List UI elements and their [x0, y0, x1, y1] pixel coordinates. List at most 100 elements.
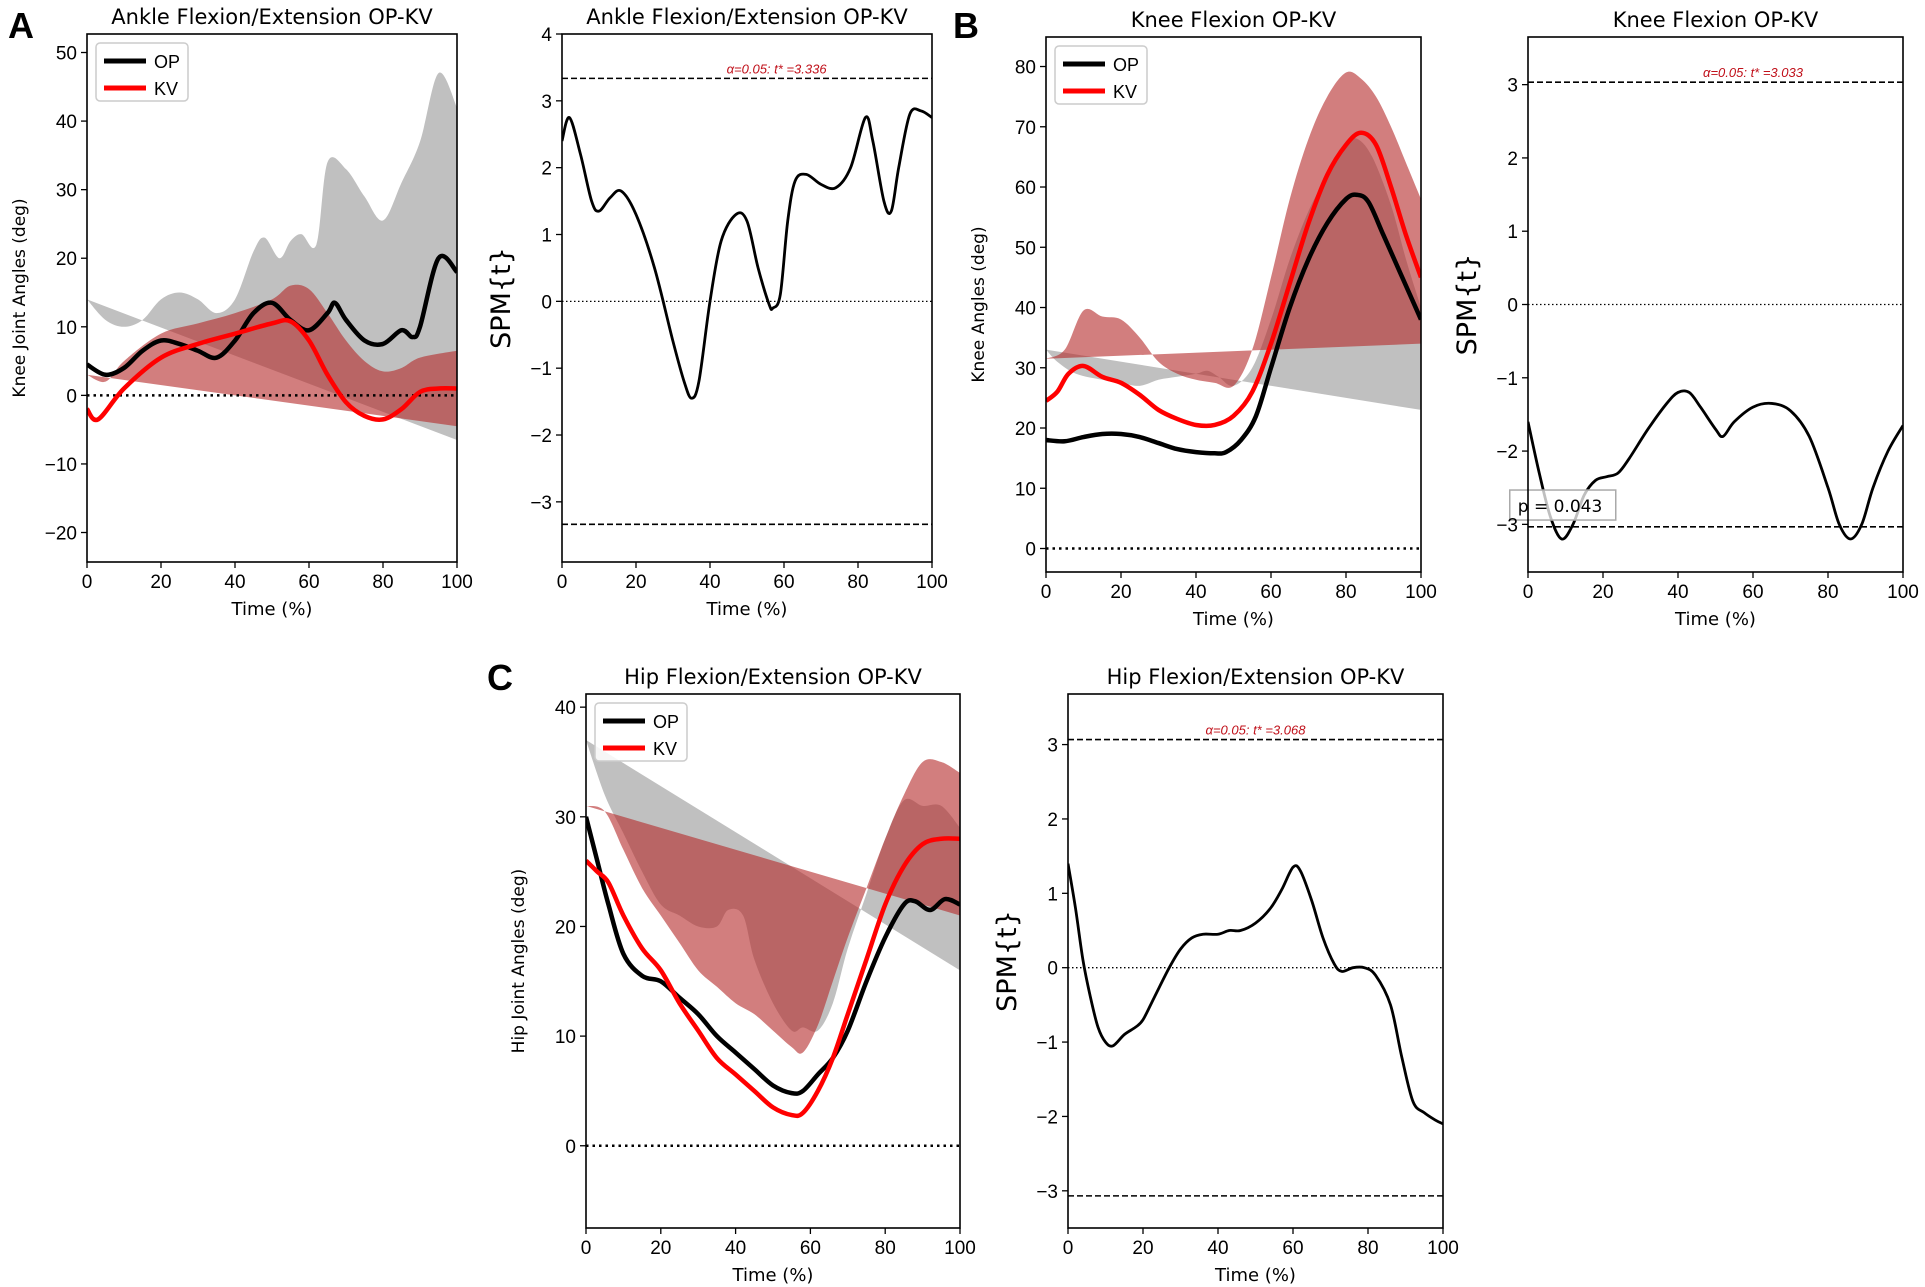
x-tick-label: 40 — [1185, 582, 1206, 603]
y-tick-label: 40 — [1015, 299, 1036, 320]
chart-title: Knee Flexion OP-KV — [1131, 8, 1337, 32]
legend-label-kv: KV — [154, 79, 178, 99]
plot-area — [1528, 81, 1903, 541]
x-tick-label: 0 — [1041, 582, 1052, 603]
y-tick-label: 40 — [56, 112, 77, 133]
chart-B-angles: 0 20 40 60 80 100 0 10 20 30 40 50 60 70 80 Knee Flexio… — [969, 8, 1437, 630]
y-tick-label: −3 — [1036, 1182, 1058, 1203]
panel-letter-c: C — [487, 657, 513, 698]
axes-frame — [1067, 693, 1444, 1229]
chart-title: Ankle Flexion/Extension OP-KV — [586, 5, 908, 29]
y-tick-label: 0 — [565, 1137, 576, 1158]
y-tick-label: 0 — [1507, 296, 1518, 317]
y-tick-label: 60 — [1015, 178, 1036, 199]
plot-area — [1068, 738, 1443, 1197]
y-tick-label: 0 — [66, 386, 77, 407]
x-axis-label: Time (%) — [231, 599, 313, 620]
y-axis-label: Knee Joint Angles (deg) — [10, 198, 30, 397]
plot-area — [87, 72, 457, 440]
band-kv — [586, 759, 960, 1054]
band-kv — [1046, 71, 1421, 388]
y-tick-label: 1 — [541, 226, 552, 247]
y-tick-label: 20 — [56, 249, 77, 270]
legend-label-op: OP — [154, 52, 180, 72]
legend-label-op: OP — [1113, 55, 1139, 75]
x-axis-label: Time (%) — [1214, 1265, 1296, 1286]
legend: OP KV — [1054, 45, 1148, 105]
y-tick-label: 1 — [1507, 222, 1518, 243]
threshold-label: α=0.05: t* =3.033 — [1703, 65, 1804, 80]
legend: OP KV — [95, 42, 189, 102]
y-tick-label: 10 — [555, 1027, 576, 1048]
y-tick-label: 1 — [1047, 884, 1058, 905]
legend-label-kv: KV — [1113, 82, 1137, 102]
x-tick-label: 60 — [298, 572, 319, 593]
axes-frame — [585, 693, 961, 1229]
y-tick-label: 3 — [1047, 736, 1058, 757]
series-spmt-line — [1068, 863, 1443, 1126]
chart-A-spm: α=0.05: t* =3.336 0 20 40 60 80 100 −3 −2 −1 0 1 2 3 4… — [486, 5, 948, 620]
x-tick-label: 20 — [1592, 582, 1613, 603]
x-tick-label: 40 — [224, 572, 245, 593]
chart-title: Ankle Flexion/Extension OP-KV — [111, 5, 433, 29]
y-tick-label: 30 — [555, 808, 576, 829]
y-tick-label: 2 — [1047, 810, 1058, 831]
x-tick-label: 60 — [773, 572, 794, 593]
p-value-label: p = 0.043 — [1518, 497, 1603, 517]
y-tick-label: 0 — [1025, 540, 1036, 561]
y-tick-label: −1 — [530, 359, 552, 380]
x-axis-label: Time (%) — [732, 1265, 814, 1286]
x-tick-label: 0 — [1063, 1238, 1074, 1259]
plot-area — [1046, 71, 1421, 550]
plot-area — [562, 77, 932, 526]
series-kv-line — [87, 317, 457, 423]
y-tick-label: 3 — [1507, 76, 1518, 97]
x-tick-label: 0 — [581, 1238, 592, 1259]
legend-label-op: OP — [653, 712, 679, 732]
y-axis-label: Hip Joint Angles (deg) — [509, 869, 529, 1054]
x-tick-label: 0 — [82, 572, 93, 593]
panel-letter-b: B — [953, 5, 979, 46]
x-tick-label: 0 — [1523, 582, 1534, 603]
y-tick-label: −2 — [1036, 1107, 1058, 1128]
x-axis-label: Time (%) — [706, 599, 788, 620]
x-tick-label: 80 — [1357, 1238, 1378, 1259]
y-tick-label: 3 — [541, 92, 552, 113]
x-tick-label: 80 — [1817, 582, 1838, 603]
x-tick-label: 60 — [800, 1238, 821, 1259]
y-tick-label: 50 — [1015, 238, 1036, 259]
x-tick-label: 20 — [1110, 582, 1131, 603]
x-tick-label: 20 — [625, 572, 646, 593]
chart-C-angles: 0 20 40 60 80 100 0 10 20 30 40 Hip Flexion/Extensi… — [509, 665, 976, 1286]
threshold-label: α=0.05: t* =3.336 — [727, 61, 828, 76]
plot-area — [586, 740, 960, 1148]
x-tick-label: 20 — [650, 1238, 671, 1259]
x-tick-label: 80 — [372, 572, 393, 593]
series-spmt-line — [562, 107, 932, 400]
y-tick-label: 2 — [1507, 149, 1518, 170]
x-tick-label: 40 — [699, 572, 720, 593]
y-tick-label: 10 — [56, 318, 77, 339]
y-tick-label: −3 — [1496, 515, 1518, 536]
y-tick-label: 10 — [1015, 479, 1036, 500]
x-tick-label: 0 — [557, 572, 568, 593]
y-tick-label: −20 — [45, 524, 77, 545]
axes-frame — [561, 33, 933, 563]
chart-A-angles: 0 20 40 60 80 100 −20 −10 0 10 20 30 40 50 Ankle Flexi… — [10, 5, 473, 620]
x-tick-label: 20 — [1132, 1238, 1153, 1259]
legend-label-kv: KV — [653, 739, 677, 759]
x-tick-label: 100 — [441, 572, 473, 593]
band-op — [87, 72, 457, 440]
threshold-label: α=0.05: t* =3.068 — [1206, 723, 1307, 738]
y-tick-label: 20 — [555, 917, 576, 938]
y-tick-label: 4 — [541, 25, 552, 46]
y-tick-label: 50 — [56, 44, 77, 65]
y-tick-label: −10 — [45, 455, 77, 476]
y-tick-label: 80 — [1015, 58, 1036, 79]
chart-title: Hip Flexion/Extension OP-KV — [1107, 665, 1405, 689]
chart-title: Hip Flexion/Extension OP-KV — [624, 665, 922, 689]
series-kv-line — [586, 836, 960, 1119]
series-op-line — [1046, 192, 1421, 456]
y-tick-label: −2 — [1496, 442, 1518, 463]
